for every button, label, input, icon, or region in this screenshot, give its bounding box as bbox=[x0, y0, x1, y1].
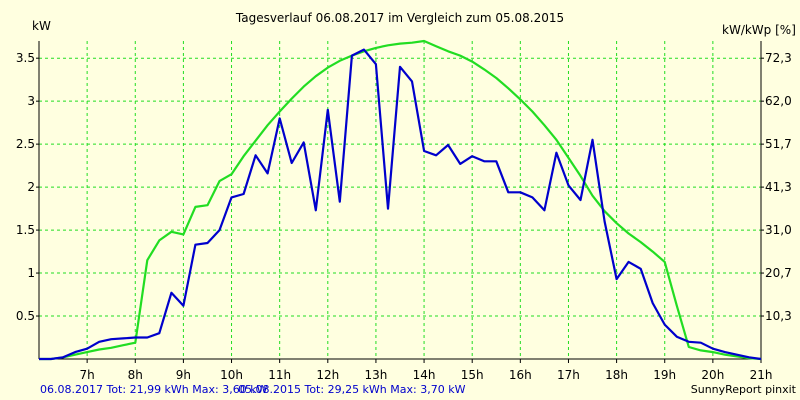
y-tick-label-left: 3.5 bbox=[16, 51, 35, 65]
x-ticks: 7h 8h 9h 10h 11h 12h 13h 14h 15h 16h 17h 18h 19h 20h 2… bbox=[80, 359, 773, 382]
y-axis-right-label: kW/kWp [%] bbox=[722, 23, 796, 37]
x-tick-label: 7h bbox=[80, 368, 95, 382]
y-tick-label-left: 3 bbox=[27, 94, 35, 108]
x-tick-label: 18h bbox=[605, 368, 628, 382]
y-tick-label-right: 51,7 bbox=[765, 137, 792, 151]
x-tick-label: 20h bbox=[701, 368, 724, 382]
chart-title: Tagesverlauf 06.08.2017 im Vergleich zum… bbox=[235, 11, 564, 25]
series-line-2 bbox=[39, 39, 762, 361]
x-tick-label: 19h bbox=[653, 368, 676, 382]
y-tick-label-right: 41,3 bbox=[765, 180, 792, 194]
series-line-1 bbox=[39, 48, 762, 361]
y-ticks-left: 0.5 1 1.5 2 2.5 3 3.5 bbox=[16, 51, 39, 323]
legend-series-2: 05.08.2015 Tot: 29,25 kWh Max: 3,70 kW bbox=[238, 383, 466, 396]
credit-text: SunnyReport pinxit bbox=[691, 383, 797, 396]
y-tick-label-left: 2 bbox=[27, 180, 35, 194]
axes bbox=[38, 41, 762, 360]
legend-series-1: 06.08.2017 Tot: 21,99 kWh Max: 3,60 kW bbox=[40, 383, 268, 396]
y-tick-label-left: 0.5 bbox=[16, 309, 35, 323]
x-tick-label: 17h bbox=[557, 368, 580, 382]
y-tick-label-right: 20,7 bbox=[765, 266, 792, 280]
y-ticks-right: 10,3 20,7 31,0 41,3 51,7 62,0 72,3 bbox=[761, 51, 792, 323]
y-tick-label-right: 31,0 bbox=[765, 223, 792, 237]
y-tick-label-right: 62,0 bbox=[765, 94, 792, 108]
x-tick-label: 21h bbox=[750, 368, 773, 382]
y-axis-left-label: kW bbox=[32, 19, 51, 33]
y-tick-label-left: 1.5 bbox=[16, 223, 35, 237]
y-tick-label-right: 72,3 bbox=[765, 51, 792, 65]
y-tick-label-left: 1 bbox=[27, 266, 35, 280]
x-tick-label: 16h bbox=[509, 368, 532, 382]
y-tick-label-right: 10,3 bbox=[765, 309, 792, 323]
grid-lines bbox=[39, 41, 762, 359]
x-tick-label: 9h bbox=[176, 368, 191, 382]
x-tick-label: 15h bbox=[461, 368, 484, 382]
x-tick-label: 8h bbox=[128, 368, 143, 382]
series-lines bbox=[39, 39, 762, 361]
x-tick-label: 12h bbox=[316, 368, 339, 382]
x-tick-label: 14h bbox=[413, 368, 436, 382]
x-tick-label: 13h bbox=[364, 368, 387, 382]
x-tick-label: 10h bbox=[220, 368, 243, 382]
y-tick-label-left: 2.5 bbox=[16, 137, 35, 151]
x-tick-label: 11h bbox=[268, 368, 291, 382]
